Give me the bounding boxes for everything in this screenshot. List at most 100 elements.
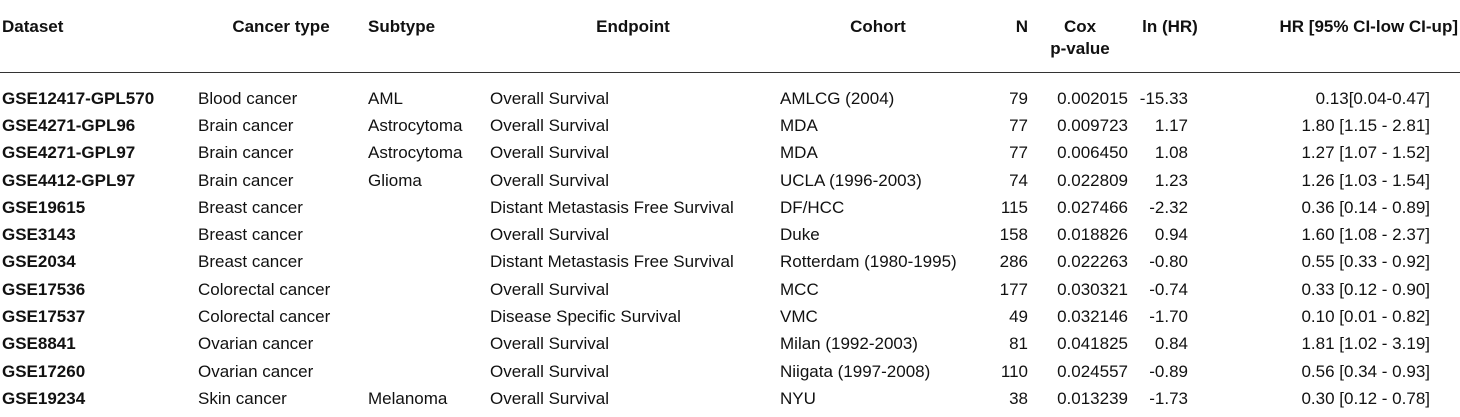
- cell-dataset: GSE19615: [2, 197, 86, 217]
- cell-n: 74: [1009, 170, 1028, 190]
- cell-subtype: [366, 276, 488, 303]
- header-dataset: Dataset: [0, 0, 196, 73]
- cell-n: 158: [999, 225, 1028, 245]
- cell-hr-ci: 0.56 [0.34 - 0.93]: [1301, 361, 1430, 381]
- cell-hr-ci: 0.13[0.04-0.47]: [1315, 88, 1430, 108]
- cell-subtype: Glioma: [368, 170, 422, 190]
- table-row: GSE4271-GPL97 Brain cancer Astrocytoma Over…: [0, 139, 1460, 166]
- cell-subtype: Melanoma: [368, 388, 448, 408]
- cell-cohort: Duke: [780, 225, 820, 245]
- cell-ln-hr: 1.08: [1154, 143, 1188, 163]
- cell-hr-ci: 1.27 [1.07 - 1.52]: [1301, 143, 1430, 163]
- cell-subtype: [366, 357, 488, 384]
- cell-endpoint: Overall Survival: [490, 279, 610, 299]
- cell-cox-pvalue: 0.018826: [1057, 225, 1128, 245]
- cell-subtype: [366, 303, 488, 330]
- cell-cox-pvalue: 0.032146: [1057, 307, 1128, 327]
- cell-cancer-type: Skin cancer: [198, 388, 287, 408]
- table-body: GSE12417-GPL570 Blood cancer AML Overall Su…: [0, 72, 1460, 412]
- cell-cancer-type: Colorectal cancer: [198, 307, 331, 327]
- cell-endpoint: Distant Metastasis Free Survival: [490, 252, 734, 272]
- cell-dataset: GSE2034: [2, 252, 76, 272]
- cell-dataset: GSE12417-GPL570: [2, 88, 155, 108]
- cell-endpoint: Overall Survival: [490, 88, 610, 108]
- table-row: GSE12417-GPL570 Blood cancer AML Overall Su…: [0, 72, 1460, 112]
- cell-n: 77: [1009, 143, 1028, 163]
- cell-cancer-type: Ovarian cancer: [198, 334, 314, 354]
- cell-hr-ci: 0.55 [0.33 - 0.92]: [1301, 252, 1430, 272]
- cell-cohort: Milan (1992-2003): [780, 334, 918, 354]
- cell-cancer-type: Breast cancer: [198, 252, 303, 272]
- cell-hr-ci: 1.80 [1.15 - 2.81]: [1301, 115, 1430, 135]
- table-row: GSE4412-GPL97 Brain cancer Glioma Overall S…: [0, 166, 1460, 193]
- cell-cohort: NYU: [780, 388, 816, 408]
- cell-ln-hr: -0.80: [1149, 252, 1188, 272]
- cell-ln-hr: 0.94: [1154, 225, 1188, 245]
- cell-n: 286: [999, 252, 1028, 272]
- cell-cancer-type: Breast cancer: [198, 197, 303, 217]
- cell-subtype: [366, 248, 488, 275]
- cell-n: 115: [1000, 197, 1028, 217]
- cell-subtype: [366, 330, 488, 357]
- cell-hr-ci: 0.36 [0.14 - 0.89]: [1301, 197, 1430, 217]
- cell-dataset: GSE4271-GPL97: [2, 143, 136, 163]
- cell-hr-ci: 0.30 [0.12 - 0.78]: [1301, 388, 1430, 408]
- cell-cox-pvalue: 0.002015: [1057, 88, 1128, 108]
- cell-dataset: GSE17260: [2, 361, 86, 381]
- cell-cohort: MDA: [780, 115, 818, 135]
- cell-subtype: [366, 221, 488, 248]
- cell-cohort: VMC: [780, 307, 818, 327]
- cell-n: 177: [999, 279, 1028, 299]
- cell-hr-ci: 1.81 [1.02 - 3.19]: [1301, 334, 1430, 354]
- cell-n: 110: [1000, 361, 1028, 381]
- cell-dataset: GSE17536: [2, 279, 86, 299]
- cell-cohort: DF/HCC: [780, 197, 845, 217]
- cell-cancer-type: Breast cancer: [198, 225, 303, 245]
- table-row: GSE8841 Ovarian cancer Overall Survival Mil…: [0, 330, 1460, 357]
- table-row: GSE17260 Ovarian cancer Overall Survival Ni…: [0, 357, 1460, 384]
- cell-cox-pvalue: 0.030321: [1057, 279, 1128, 299]
- cell-ln-hr: -0.89: [1149, 361, 1188, 381]
- cell-hr-ci: 0.33 [0.12 - 0.90]: [1301, 279, 1430, 299]
- cell-endpoint: Overall Survival: [490, 334, 610, 354]
- cell-endpoint: Overall Survival: [490, 225, 610, 245]
- cell-cox-pvalue: 0.006450: [1057, 143, 1128, 163]
- cell-n: 49: [1009, 307, 1028, 327]
- cell-cohort: AMLCG (2004): [780, 88, 895, 108]
- cell-n: 77: [1009, 115, 1028, 135]
- table-row: GSE2034 Breast cancer Distant Metastasis F…: [0, 248, 1460, 275]
- cell-ln-hr: 1.17: [1154, 115, 1188, 135]
- table-row: GSE19234 Skin cancer Melanoma Overall Survi…: [0, 385, 1460, 412]
- cell-cohort: MCC: [780, 279, 819, 299]
- cell-subtype: [366, 194, 488, 221]
- cell-ln-hr: -2.32: [1149, 197, 1188, 217]
- cell-cancer-type: Brain cancer: [198, 115, 294, 135]
- cell-n: 38: [1009, 388, 1028, 408]
- header-cox-line1: Cox: [1063, 17, 1097, 36]
- cell-hr-ci: 0.10 [0.01 - 0.82]: [1301, 307, 1430, 327]
- header-subtype: Subtype: [366, 0, 488, 73]
- cell-subtype: Astrocytoma: [368, 115, 463, 135]
- cell-ln-hr: 0.84: [1154, 334, 1188, 354]
- cell-cox-pvalue: 0.013239: [1057, 388, 1128, 408]
- cell-cancer-type: Brain cancer: [198, 170, 294, 190]
- header-cox-pvalue: Cox p-value: [1030, 0, 1130, 73]
- cell-cancer-type: Brain cancer: [198, 143, 294, 163]
- header-cancer-type: Cancer type: [196, 0, 366, 73]
- cell-subtype: AML: [368, 88, 403, 108]
- cell-endpoint: Disease Specific Survival: [490, 307, 681, 327]
- cell-n: 79: [1009, 88, 1028, 108]
- cell-cohort: UCLA (1996-2003): [780, 170, 922, 190]
- cell-cox-pvalue: 0.022263: [1057, 252, 1128, 272]
- table-row: GSE4271-GPL96 Brain cancer Astrocytoma Over…: [0, 112, 1460, 139]
- cell-cancer-type: Ovarian cancer: [198, 361, 314, 381]
- cell-dataset: GSE19234: [2, 388, 86, 408]
- table-row: GSE17536 Colorectal cancer Overall Surviva…: [0, 276, 1460, 303]
- cell-cox-pvalue: 0.024557: [1057, 361, 1128, 381]
- cell-cox-pvalue: 0.041825: [1057, 334, 1128, 354]
- cell-ln-hr: -1.73: [1149, 388, 1188, 408]
- cell-ln-hr: -15.33: [1139, 88, 1188, 108]
- table-row: GSE3143 Breast cancer Overall Survival Duke…: [0, 221, 1460, 248]
- cell-hr-ci: 1.26 [1.03 - 1.54]: [1301, 170, 1430, 190]
